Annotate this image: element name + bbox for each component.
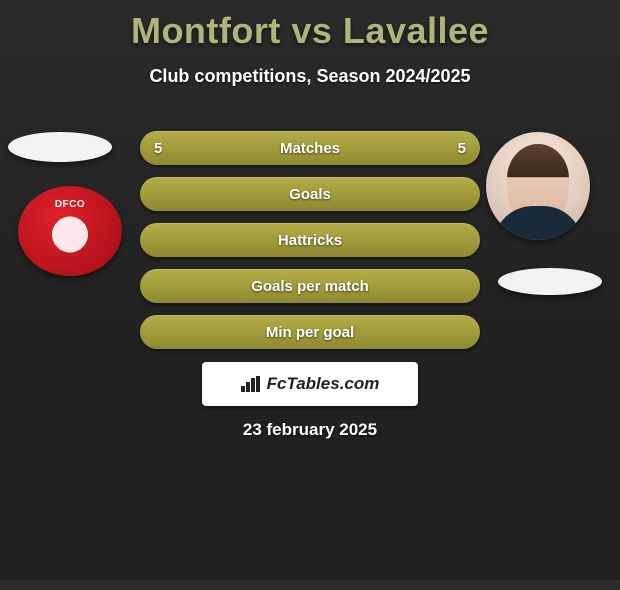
goals-label: Goals [289,186,331,203]
crest-owl-icon [45,212,95,262]
right-player-flag [498,268,602,295]
snapshot-date: 23 february 2025 [0,420,620,440]
club-tag: DFCO [55,200,85,210]
left-player-club-crest: DFCO [18,186,122,276]
bars-icon [241,376,261,392]
hattricks-label: Hattricks [278,232,342,249]
matches-left: 5 [154,140,162,157]
row-min-per-goal: Min per goal [140,315,480,349]
row-goals-per-match: Goals per match [140,269,480,303]
matches-label: Matches [280,140,340,157]
fctables-brand[interactable]: FcTables.com [202,362,418,406]
matches-right: 5 [458,140,466,157]
gpm-label: Goals per match [251,278,369,295]
right-player-avatar [486,132,590,240]
row-goals: Goals [140,177,480,211]
subtitle: Club competitions, Season 2024/2025 [0,66,620,87]
brand-text: FcTables.com [267,374,380,394]
mpg-label: Min per goal [266,324,354,341]
left-player-flag [8,132,112,162]
row-matches: 5 Matches 5 [140,131,480,165]
page-title: Montfort vs Lavallee [0,10,620,52]
row-hattricks: Hattricks [140,223,480,257]
